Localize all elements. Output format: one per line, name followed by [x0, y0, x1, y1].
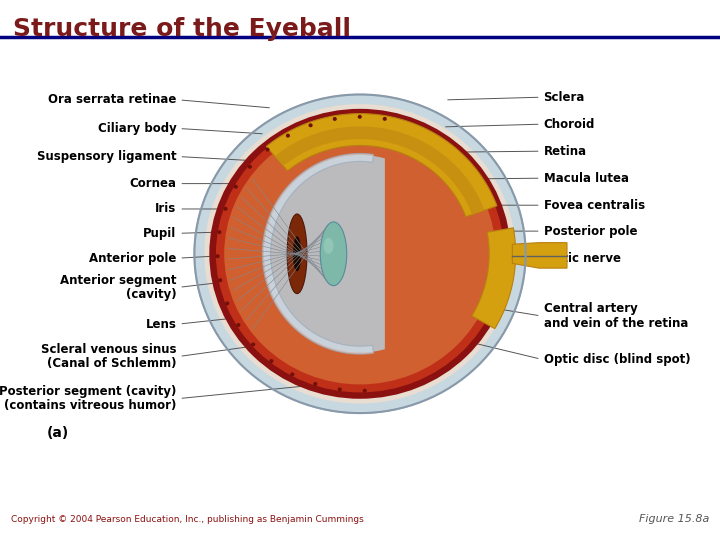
Polygon shape	[262, 153, 374, 354]
Ellipse shape	[251, 342, 256, 347]
Ellipse shape	[224, 123, 496, 384]
Polygon shape	[275, 126, 485, 214]
Ellipse shape	[313, 382, 318, 386]
Text: Optic nerve: Optic nerve	[544, 252, 621, 265]
Polygon shape	[513, 242, 567, 268]
Text: Cornea: Cornea	[130, 177, 176, 190]
Text: Anterior pole: Anterior pole	[89, 252, 176, 265]
Ellipse shape	[287, 214, 307, 294]
Polygon shape	[264, 155, 385, 353]
Text: Fovea centralis: Fovea centralis	[544, 199, 644, 212]
Ellipse shape	[194, 94, 526, 413]
Ellipse shape	[215, 254, 220, 258]
Text: Central artery
and vein of the retina: Central artery and vein of the retina	[544, 302, 688, 329]
Ellipse shape	[382, 117, 387, 121]
Ellipse shape	[218, 278, 222, 282]
Text: Pupil: Pupil	[143, 227, 176, 240]
Text: Structure of the Eyeball: Structure of the Eyeball	[13, 17, 351, 41]
Text: Ciliary body: Ciliary body	[98, 122, 176, 135]
Ellipse shape	[358, 115, 362, 119]
Text: Copyright © 2004 Pearson Education, Inc., publishing as Benjamin Cummings: Copyright © 2004 Pearson Education, Inc.…	[11, 515, 364, 524]
Ellipse shape	[216, 115, 504, 393]
Polygon shape	[266, 113, 497, 217]
Text: Iris: Iris	[155, 202, 176, 215]
Ellipse shape	[290, 373, 294, 376]
Ellipse shape	[234, 185, 238, 189]
Ellipse shape	[217, 230, 222, 234]
Ellipse shape	[236, 323, 240, 327]
Ellipse shape	[223, 207, 228, 211]
Ellipse shape	[225, 301, 229, 305]
Text: Posterior pole: Posterior pole	[544, 225, 637, 238]
Ellipse shape	[210, 109, 510, 399]
Ellipse shape	[308, 123, 312, 127]
Text: Posterior segment (cavity)
(contains vitreous humor): Posterior segment (cavity) (contains vit…	[0, 385, 176, 412]
Ellipse shape	[320, 222, 347, 286]
Text: Retina: Retina	[544, 145, 587, 158]
Ellipse shape	[248, 165, 252, 169]
Text: Figure 15.8a: Figure 15.8a	[639, 514, 709, 524]
Ellipse shape	[293, 237, 301, 271]
Text: Suspensory ligament: Suspensory ligament	[37, 150, 176, 163]
Text: Lens: Lens	[145, 318, 176, 330]
Text: Ora serrata retinae: Ora serrata retinae	[48, 93, 176, 106]
Ellipse shape	[269, 359, 274, 363]
Polygon shape	[472, 228, 516, 329]
Text: Sclera: Sclera	[544, 91, 585, 104]
Text: Anterior segment
(cavity): Anterior segment (cavity)	[60, 274, 176, 301]
Ellipse shape	[266, 147, 269, 152]
Ellipse shape	[286, 134, 290, 138]
Ellipse shape	[333, 117, 337, 121]
Text: Choroid: Choroid	[544, 118, 595, 131]
Ellipse shape	[338, 387, 342, 392]
Ellipse shape	[204, 104, 516, 403]
Ellipse shape	[323, 238, 333, 254]
Ellipse shape	[363, 389, 366, 393]
Text: Macula lutea: Macula lutea	[544, 172, 629, 185]
Text: (a): (a)	[47, 426, 69, 440]
Text: Optic disc (blind spot): Optic disc (blind spot)	[544, 353, 690, 366]
Text: Scleral venous sinus
(Canal of Schlemm): Scleral venous sinus (Canal of Schlemm)	[41, 343, 176, 370]
